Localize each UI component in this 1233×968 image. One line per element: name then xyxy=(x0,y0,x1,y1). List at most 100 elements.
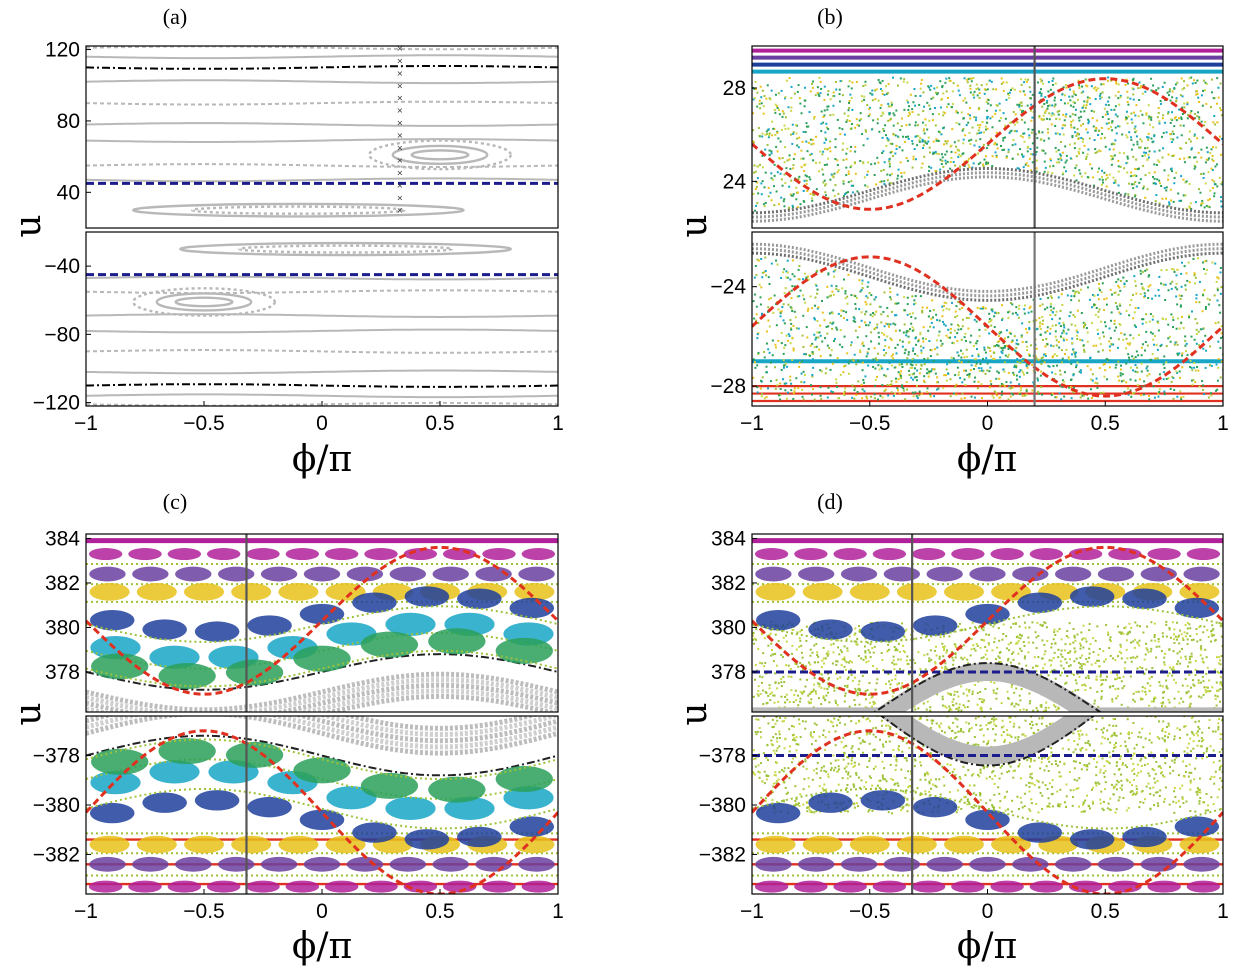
sea-point xyxy=(1144,642,1147,645)
sea-point xyxy=(984,372,987,375)
sea-point xyxy=(1035,150,1038,153)
sea-point xyxy=(770,654,773,657)
sea-point xyxy=(1177,690,1180,693)
sea-point xyxy=(906,99,909,102)
sea-point xyxy=(1100,126,1103,129)
sea-point xyxy=(798,264,801,267)
sea-point xyxy=(1002,346,1005,349)
sea-point xyxy=(866,397,869,400)
sea-point xyxy=(905,157,908,160)
sea-point xyxy=(870,340,873,343)
sea-point xyxy=(892,394,895,397)
chain-boundary xyxy=(86,632,558,670)
sea-point xyxy=(1031,128,1034,131)
sea-point xyxy=(1023,304,1026,307)
sea-point xyxy=(982,701,985,704)
sea-point xyxy=(1135,175,1138,178)
sea-point xyxy=(1190,379,1193,382)
sea-point xyxy=(898,363,901,366)
sea-point xyxy=(1174,83,1177,86)
sea-point xyxy=(1204,81,1207,84)
sea-point xyxy=(1077,133,1080,136)
sea-point xyxy=(1025,328,1028,331)
sea-point xyxy=(1044,308,1047,311)
sea-point xyxy=(780,89,783,92)
sea-point xyxy=(1028,328,1031,331)
sea-point xyxy=(1146,625,1149,628)
sea-point xyxy=(763,186,766,189)
sea-point xyxy=(762,112,765,115)
island-orbit xyxy=(629,293,723,310)
sea-point xyxy=(1099,675,1102,678)
sea-point xyxy=(1110,319,1113,322)
sea-point xyxy=(955,305,958,308)
sea-point xyxy=(1117,360,1120,363)
sea-point xyxy=(1112,684,1115,687)
sea-point xyxy=(865,324,868,327)
sea-point xyxy=(902,331,905,334)
sea-point xyxy=(976,152,979,155)
sea-point xyxy=(1107,358,1110,361)
sea-point xyxy=(816,331,819,334)
sea-point xyxy=(995,391,998,394)
sea-point xyxy=(789,379,792,382)
sea-point xyxy=(1197,151,1200,154)
sea-point xyxy=(959,377,962,380)
sea-point xyxy=(935,138,938,141)
sea-point xyxy=(1021,109,1024,112)
sea-point xyxy=(771,354,774,357)
sea-point xyxy=(1173,343,1176,346)
sea-point xyxy=(1008,649,1011,652)
sea-point xyxy=(887,105,890,108)
sea-point xyxy=(1205,691,1208,694)
sea-point xyxy=(877,398,880,401)
sea-point xyxy=(827,105,830,108)
sea-point xyxy=(976,645,979,648)
sea-point xyxy=(1141,686,1144,689)
sea-point xyxy=(943,305,946,308)
sea-point xyxy=(772,178,775,181)
sea-point xyxy=(854,126,857,129)
sea-point xyxy=(931,316,934,319)
island-orbit xyxy=(131,202,465,218)
sea-point xyxy=(1123,167,1126,170)
sea-point xyxy=(1038,325,1041,328)
sea-point xyxy=(962,142,965,145)
sea-point xyxy=(1154,697,1157,700)
sea-point xyxy=(807,307,810,310)
sea-point xyxy=(1019,369,1022,372)
sea-point xyxy=(861,674,864,677)
sea-point xyxy=(839,649,842,652)
sea-point xyxy=(1145,321,1148,324)
sea-point xyxy=(760,102,763,105)
sea-point xyxy=(997,312,1000,315)
sea-point xyxy=(936,86,939,89)
sea-point xyxy=(858,325,861,328)
sea-point xyxy=(1129,378,1132,381)
sea-point xyxy=(1205,305,1208,308)
sea-point xyxy=(1017,640,1020,643)
sea-point xyxy=(1143,288,1146,291)
sea-point xyxy=(893,114,896,117)
sea-point xyxy=(944,374,947,377)
sea-point xyxy=(842,180,845,183)
sea-point xyxy=(1138,644,1141,647)
sea-point xyxy=(1031,153,1034,156)
sea-point xyxy=(877,161,880,164)
sea-point xyxy=(774,633,777,636)
sea-point xyxy=(918,390,921,393)
sea-point xyxy=(1135,130,1138,133)
sea-point xyxy=(1127,356,1130,359)
sea-point xyxy=(1155,163,1158,166)
sea-point xyxy=(1209,189,1212,192)
sea-point xyxy=(1009,661,1012,664)
sea-point xyxy=(1190,695,1193,698)
sea-point xyxy=(813,398,816,401)
sea-point xyxy=(1180,118,1183,121)
sea-point xyxy=(1007,148,1010,151)
sea-point xyxy=(1039,297,1042,300)
sea-point xyxy=(850,123,853,126)
sea-point xyxy=(1047,81,1050,84)
sea-point xyxy=(817,682,820,685)
sea-point xyxy=(777,137,780,140)
